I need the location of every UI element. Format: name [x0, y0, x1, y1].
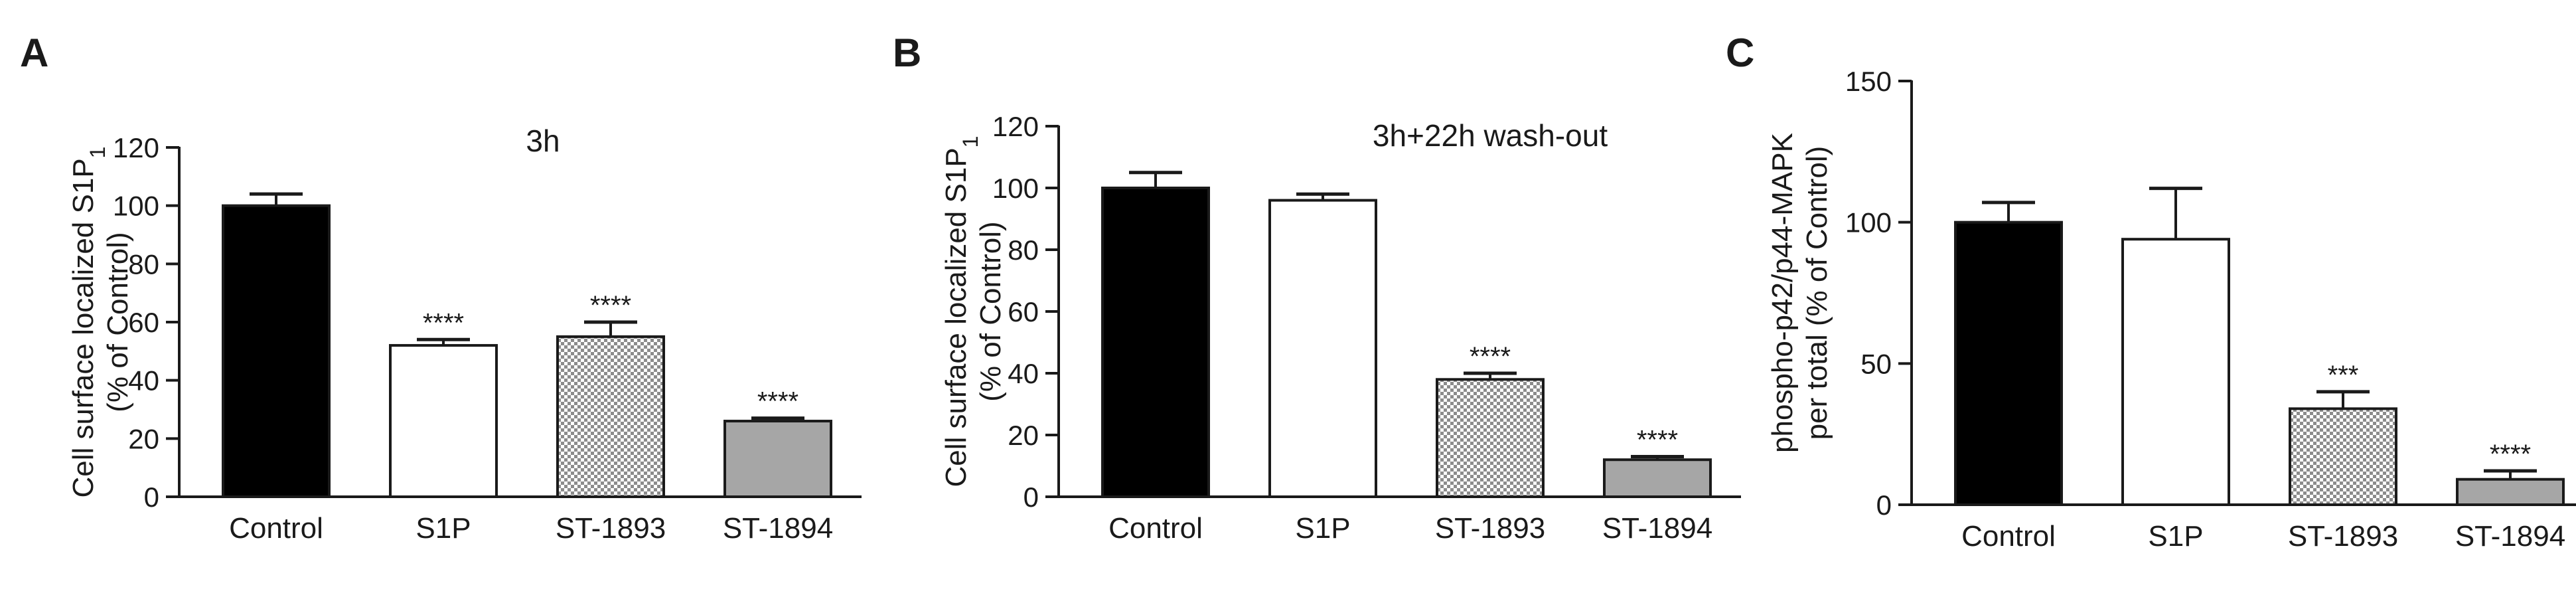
- x-tick-label: ST-1894: [1602, 512, 1712, 545]
- y-tick-label: 120: [992, 111, 1039, 142]
- significance-label: ****: [590, 291, 631, 320]
- y-tick-label: 40: [128, 365, 159, 396]
- significance-label: ****: [423, 308, 464, 337]
- y-tick-label: 100: [992, 173, 1039, 204]
- x-tick-label: ST-1893: [2288, 520, 2398, 553]
- x-tick-label: S1P: [416, 512, 471, 545]
- bar-control: [222, 204, 331, 498]
- significance-label: ****: [1470, 342, 1511, 371]
- significance-label: ****: [757, 387, 798, 416]
- y-tick-label: 120: [113, 132, 159, 163]
- x-tick-label: Control: [1108, 512, 1203, 545]
- x-tick-label: Control: [1961, 520, 2056, 553]
- y-tick-label: 20: [1008, 420, 1039, 451]
- y-tick-label: 40: [1008, 358, 1039, 389]
- y-tick-label: 20: [128, 423, 159, 454]
- bar-st-1893: [556, 335, 665, 498]
- y-tick-label: 80: [128, 248, 159, 280]
- y-tick-label: 80: [1008, 234, 1039, 266]
- y-axis-label: phospho-p42/p44-MAPK: [1766, 133, 1799, 453]
- bar-st-1893: [1436, 378, 1545, 498]
- y-tick-label: 50: [1860, 348, 1892, 379]
- bar-control: [1954, 220, 2063, 506]
- x-tick-label: Control: [229, 512, 323, 545]
- y-tick-label: 60: [1008, 296, 1039, 327]
- chart-title: 3h+22h wash-out: [1373, 118, 1608, 153]
- x-tick-label: ST-1893: [1435, 512, 1545, 545]
- x-tick-label: S1P: [2148, 520, 2203, 553]
- y-tick-label: 100: [113, 191, 159, 222]
- x-tick-label: ST-1894: [2455, 520, 2565, 553]
- y-axis-label-line2: (% of Control): [102, 232, 134, 412]
- significance-label: ****: [2490, 440, 2531, 469]
- bar-st-1893: [2289, 407, 2397, 506]
- x-tick-label: S1P: [1295, 512, 1350, 545]
- y-tick-label: 100: [1845, 207, 1892, 238]
- bar-st-1894: [2456, 478, 2565, 506]
- y-tick-label: 150: [1845, 66, 1892, 97]
- y-axis-label-subscript: 1: [86, 147, 110, 159]
- panel-label: A: [20, 31, 48, 75]
- bar-s1p: [2121, 238, 2230, 506]
- bar-st-1894: [1603, 458, 1712, 499]
- y-tick-label: 60: [128, 307, 159, 338]
- chart-title: 3h: [526, 124, 560, 158]
- y-axis-label-subscript: 1: [958, 136, 982, 148]
- y-axis-label-line2: per total (% of Control): [1801, 146, 1833, 440]
- y-tick-label: 0: [1023, 481, 1039, 513]
- x-tick-label: ST-1894: [723, 512, 833, 545]
- panel-label: B: [893, 31, 921, 75]
- bar-s1p: [1268, 199, 1377, 498]
- y-tick-label: 0: [144, 481, 159, 513]
- significance-label: ****: [1637, 426, 1678, 455]
- bar-s1p: [389, 344, 498, 498]
- bar-control: [1101, 187, 1210, 498]
- panel-label: C: [1726, 31, 1754, 75]
- y-axis-label-line2: (% of Control): [974, 221, 1007, 401]
- significance-label: ***: [2328, 361, 2359, 390]
- y-tick-label: 0: [1876, 489, 1892, 521]
- bar-st-1894: [723, 420, 832, 498]
- x-tick-label: ST-1893: [556, 512, 666, 545]
